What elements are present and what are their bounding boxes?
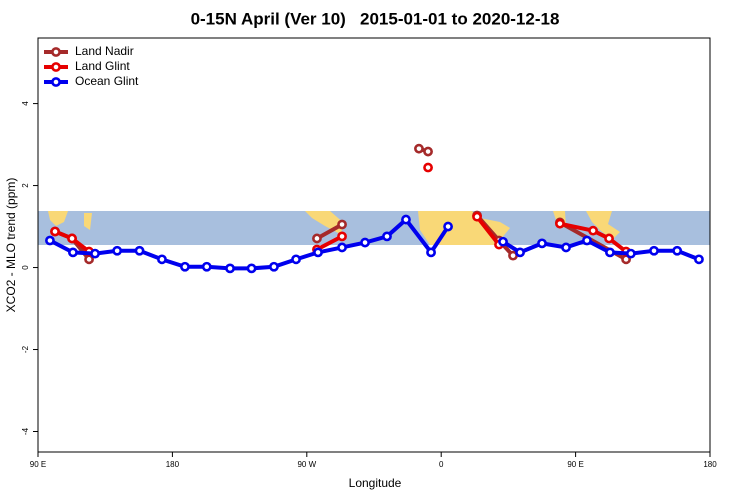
land <box>586 211 620 240</box>
legend-label: Ocean Glint <box>75 74 139 88</box>
y-axis-label: XCO2 - MLO trend (ppm) <box>4 178 18 313</box>
legend-label: Land Nadir <box>75 44 134 58</box>
point <box>414 143 424 154</box>
point <box>537 238 547 249</box>
y-tick-label: 0 <box>21 265 30 270</box>
point <box>426 247 436 258</box>
y-tick-label: -4 <box>21 427 30 435</box>
point <box>312 233 322 244</box>
point <box>423 146 433 157</box>
point <box>649 245 659 256</box>
point <box>360 237 370 248</box>
point <box>625 248 636 259</box>
point <box>498 236 508 247</box>
point <box>605 247 615 258</box>
point <box>582 235 592 246</box>
point <box>604 233 614 244</box>
point <box>672 245 683 256</box>
point <box>269 261 279 272</box>
point <box>694 254 704 265</box>
point <box>423 162 433 173</box>
point <box>50 226 60 237</box>
point <box>246 263 257 274</box>
y-tick-label: -2 <box>21 345 30 353</box>
point <box>555 218 565 229</box>
point <box>313 247 323 258</box>
point <box>337 231 347 242</box>
legend-marker <box>51 47 61 57</box>
x-axis-label: Longitude <box>349 476 402 490</box>
legend-marker <box>51 62 61 72</box>
point <box>472 211 482 222</box>
plot-frame <box>37 37 711 453</box>
legend-marker <box>51 77 61 87</box>
point <box>112 245 123 256</box>
point <box>90 248 100 259</box>
x-tick-label: 90 W <box>297 460 316 469</box>
point <box>561 242 571 253</box>
point <box>337 242 347 253</box>
x-tick-label: 180 <box>166 460 180 469</box>
point <box>588 225 598 236</box>
point <box>225 263 235 274</box>
point <box>201 261 212 272</box>
point <box>134 245 145 256</box>
point <box>180 261 190 272</box>
land <box>84 213 92 230</box>
x-tick-label: 180 <box>703 460 717 469</box>
x-tick-label: 90 E <box>567 460 583 469</box>
point <box>291 254 301 265</box>
point <box>45 235 55 246</box>
point <box>443 221 453 232</box>
legend-label: Land Glint <box>75 59 130 73</box>
point <box>515 247 525 258</box>
x-tick-label: 90 E <box>30 460 46 469</box>
point <box>157 254 167 265</box>
point <box>401 214 411 225</box>
x-tick-label: 0 <box>439 460 444 469</box>
land <box>48 211 68 226</box>
point <box>337 219 347 230</box>
point <box>68 247 78 258</box>
point <box>382 231 392 242</box>
point <box>67 233 77 244</box>
chart-title: 0-15N April (Ver 10) 2015-01-01 to 2020-… <box>191 9 560 28</box>
y-tick-label: 4 <box>21 101 30 106</box>
y-tick-label: 2 <box>21 183 30 188</box>
